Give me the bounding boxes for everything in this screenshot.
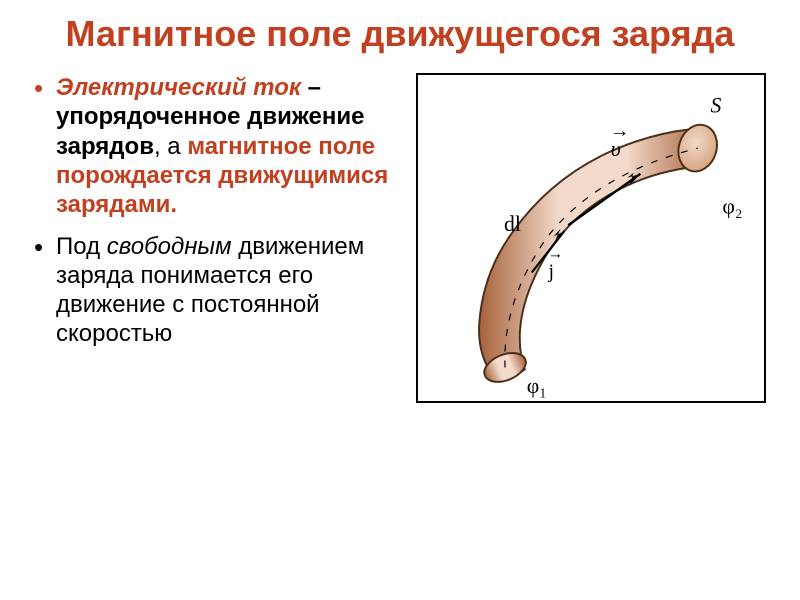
diagram-column: S → υ dl → j φ₁ φ₂ [412,73,770,403]
diagram-box: S → υ dl → j φ₁ φ₂ [416,73,766,403]
label-s: S [711,94,722,118]
label-phi1: φ₁ [527,374,547,398]
text-run: – [301,74,321,101]
text-run: Под [56,233,107,260]
slide: Магнитное поле движущегося заряда Электр… [0,0,800,600]
conductor-diagram: S → υ dl → j φ₁ φ₂ [418,75,764,401]
label-j: j [548,261,555,283]
bullet-item: Электрический ток – упорядоченное движен… [30,73,400,219]
label-v: υ [611,137,621,161]
text-column: Электрический ток – упорядоченное движен… [30,73,400,403]
content-row: Электрический ток – упорядоченное движен… [30,73,770,403]
label-phi2: φ₂ [722,194,742,218]
conductor-body [479,130,707,376]
text-run: , а [154,133,187,160]
bullet-list: Электрический ток – упорядоченное движен… [30,73,400,348]
label-dl: dl [504,212,521,236]
text-run: Электрический ток [56,74,301,101]
text-run: свободным [107,233,232,260]
bullet-item: Под свободным движением заряда понимаетс… [30,232,400,349]
slide-title: Магнитное поле движущегося заряда [30,12,770,55]
